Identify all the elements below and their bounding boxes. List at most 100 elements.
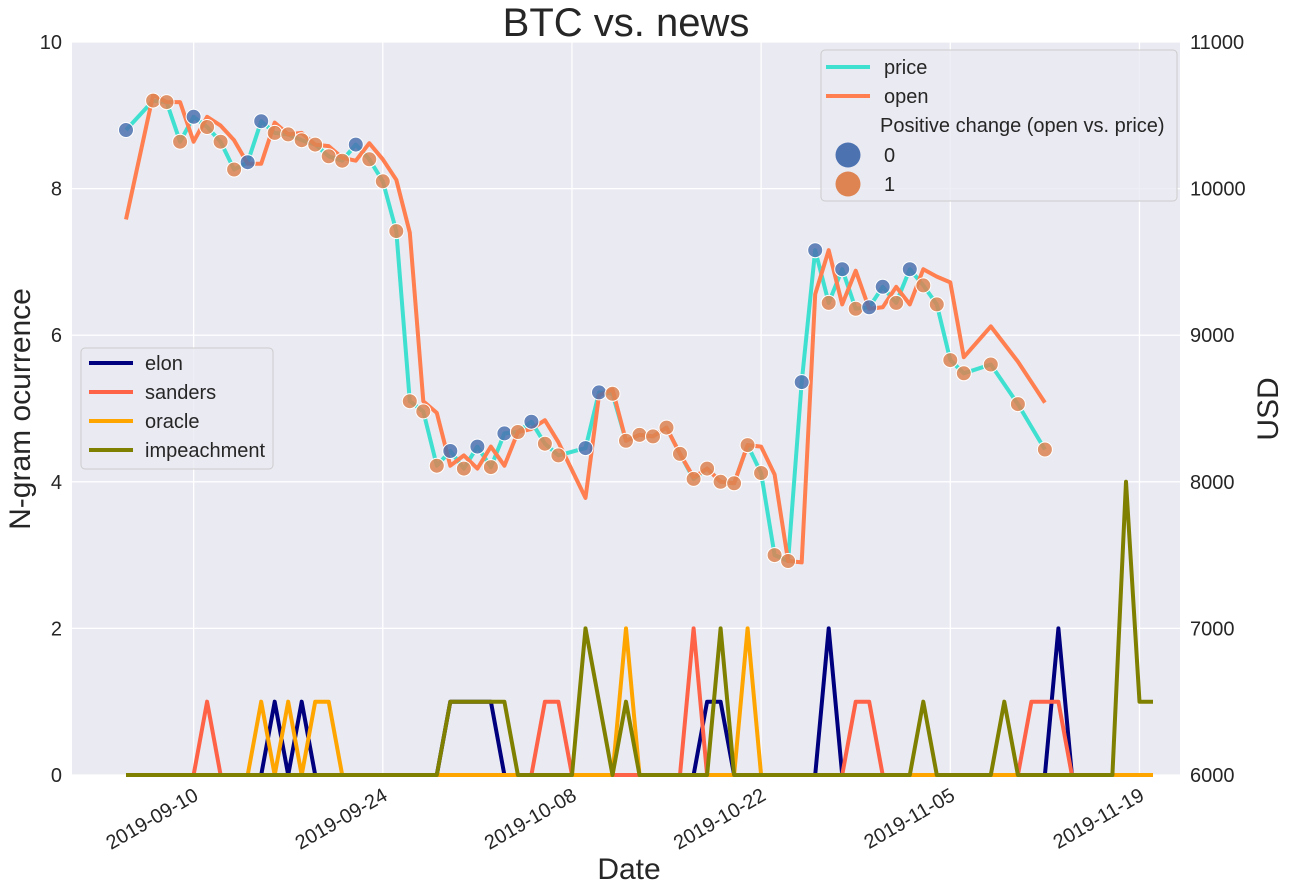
- legend-marker-0: [835, 142, 861, 168]
- price-point-marker: [428, 457, 445, 474]
- x-tick-label: 2019-10-22: [670, 784, 770, 854]
- price-point-marker: [793, 374, 810, 391]
- price-point-marker: [928, 296, 945, 313]
- price-point-marker: [861, 299, 878, 316]
- price-point-marker: [536, 435, 553, 452]
- left-tick-label: 0: [51, 765, 62, 787]
- price-point-marker: [185, 108, 202, 125]
- btc-change-markers: [118, 92, 1053, 569]
- price-point-marker: [739, 437, 756, 454]
- x-tick-label: 2019-09-24: [292, 784, 392, 854]
- price-point-marker: [509, 424, 526, 440]
- price-point-marker: [374, 173, 391, 190]
- price-point-marker: [820, 294, 837, 311]
- ngram-legend: elon sanders oracle impeachment: [80, 347, 274, 470]
- price-point-marker: [577, 440, 594, 457]
- x-tick-label: 2019-10-08: [481, 784, 581, 854]
- price-point-marker: [280, 126, 297, 143]
- right-tick-label: 10000: [1190, 179, 1246, 201]
- legend-label-impeachment: impeachment: [145, 440, 266, 462]
- price-point-marker: [658, 419, 675, 436]
- right-tick-label: 9000: [1190, 325, 1235, 347]
- price-point-marker: [699, 460, 716, 477]
- x-axis-label: Date: [597, 853, 660, 886]
- price-point-marker: [145, 92, 162, 109]
- price-point-marker: [455, 460, 472, 477]
- price-point-marker: [482, 459, 499, 476]
- right-tick-label: 8000: [1190, 472, 1235, 494]
- price-point-marker: [523, 413, 540, 430]
- price-point-marker: [158, 94, 175, 111]
- price-point-marker: [199, 119, 216, 135]
- price-point-marker: [266, 124, 283, 141]
- price-point-marker: [212, 133, 229, 150]
- price-point-marker: [320, 148, 337, 165]
- price-point-marker: [942, 352, 959, 369]
- left-tick-label: 8: [51, 179, 62, 201]
- price-point-marker: [415, 403, 432, 420]
- price-point-marker: [1036, 441, 1053, 458]
- price-point-marker: [726, 475, 743, 492]
- x-tick-label: 2019-11-05: [860, 784, 958, 853]
- price-point-marker: [334, 152, 351, 169]
- right-tick-label: 6000: [1190, 765, 1235, 787]
- left-tick-label: 4: [51, 472, 62, 494]
- btc-legend-box: [820, 49, 1178, 202]
- price-point-marker: [915, 277, 932, 294]
- price-point-marker: [766, 547, 783, 564]
- price-point-marker: [1009, 396, 1026, 413]
- price-point-marker: [780, 553, 797, 569]
- right-axis-ticks: 6000 7000 8000 9000 10000 11000: [1190, 32, 1246, 787]
- legend-marker-label-0: 0: [884, 145, 895, 167]
- price-point-marker: [239, 154, 256, 171]
- price-point-marker: [118, 122, 134, 138]
- legend-label-oracle: oracle: [145, 411, 199, 433]
- price-point-marker: [955, 365, 972, 382]
- price-point-marker: [874, 278, 891, 295]
- right-axis-label: USD: [1252, 377, 1285, 440]
- price-point-marker: [807, 242, 824, 259]
- price-point-marker: [307, 136, 324, 153]
- price-point-marker: [293, 132, 310, 149]
- x-tick-label: 2019-09-10: [103, 784, 203, 854]
- price-point-marker: [645, 428, 661, 445]
- price-point-marker: [172, 133, 189, 150]
- legend-marker-1: [835, 171, 861, 197]
- left-tick-label: 2: [51, 618, 62, 640]
- x-tick-label: 2019-11-19: [1050, 784, 1148, 853]
- price-point-marker: [685, 470, 702, 487]
- price-point-marker: [469, 438, 486, 455]
- price-point-marker: [672, 445, 688, 462]
- price-point-marker: [388, 223, 405, 240]
- legend-label-sanders: sanders: [145, 382, 216, 404]
- left-tick-label: 10: [40, 32, 62, 54]
- price-point-marker: [604, 385, 621, 402]
- price-point-marker: [442, 443, 459, 459]
- legend-label-price: price: [884, 57, 927, 79]
- price-point-marker: [901, 261, 918, 278]
- ngram-series-lines: [126, 479, 1153, 777]
- x-axis-ticks: 2019-09-10 2019-09-24 2019-10-08 2019-10-22…: [103, 784, 1148, 854]
- price-point-marker: [550, 447, 567, 464]
- price-point-marker: [496, 425, 513, 442]
- price-point-marker: [753, 465, 770, 481]
- left-axis-ticks: 0 2 4 6 8 10: [40, 32, 62, 787]
- right-tick-label: 11000: [1190, 32, 1244, 54]
- price-point-marker: [982, 356, 999, 373]
- price-point-marker: [618, 432, 634, 449]
- right-tick-label: 7000: [1190, 618, 1235, 640]
- price-point-marker: [591, 384, 607, 401]
- price-point-marker: [347, 136, 364, 153]
- price-point-marker: [631, 426, 648, 443]
- ngram-legend-box: [80, 347, 274, 470]
- price-point-marker: [361, 151, 378, 168]
- chart-title: BTC vs. news: [503, 1, 750, 45]
- series-line-impeachment: [126, 479, 1153, 777]
- legend-marker-label-1: 1: [884, 174, 895, 196]
- price-point-marker: [888, 294, 905, 311]
- price-point-marker: [847, 300, 864, 317]
- price-point-marker: [253, 113, 270, 130]
- price-point-marker: [834, 261, 851, 278]
- price-point-marker: [401, 393, 418, 410]
